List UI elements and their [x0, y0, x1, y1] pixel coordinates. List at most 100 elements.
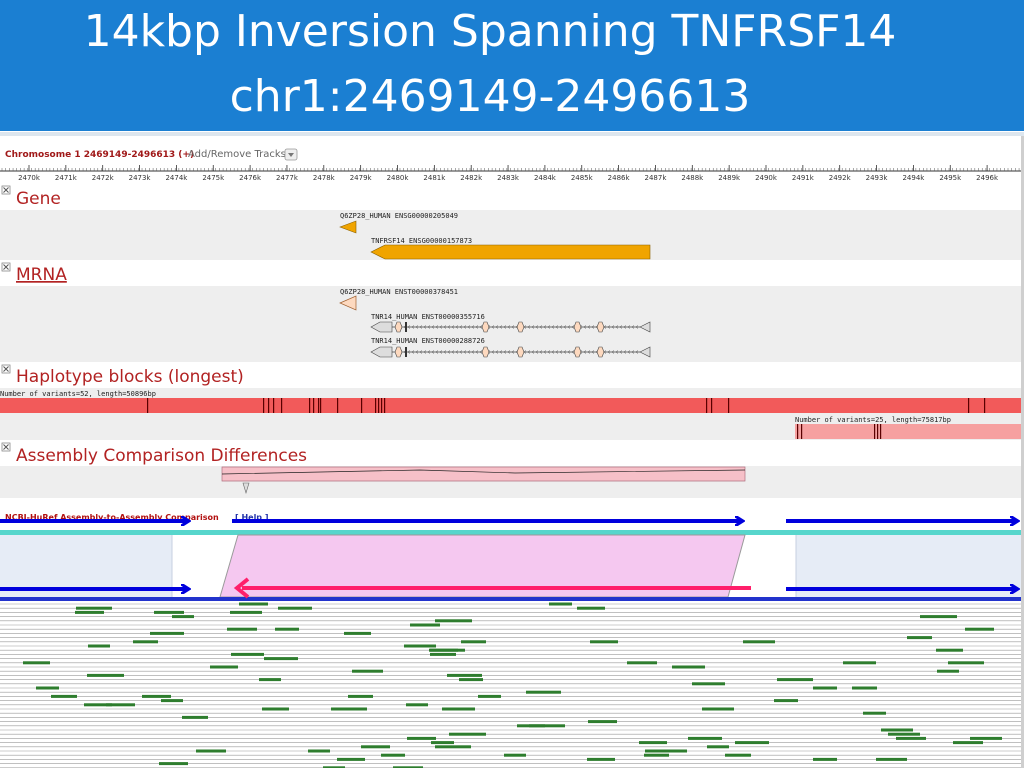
- close-icon[interactable]: [1, 185, 11, 195]
- assembly-differences-title: Assembly Comparison Differences: [16, 446, 307, 466]
- mrna-feature-label: TNR14_HUMAN ENST00000355716: [371, 313, 485, 321]
- aligned-block-left: [0, 535, 172, 597]
- mrna-track: MRNA Q6ZP28_HUMAN ENST00000378451 TNR14_…: [0, 260, 1024, 362]
- read-segment: [549, 602, 572, 606]
- read-segment: [150, 631, 184, 635]
- ruler-tick-label: 2472k: [92, 174, 115, 182]
- coordinate-ruler: 2470k 2471k 2472k 2473k 2474k 2475k 2476k 2477k…: [0, 165, 1024, 182]
- read-segment: [210, 665, 238, 669]
- read-segment: [106, 703, 135, 707]
- haplotype-track-title: Haplotype blocks (longest): [16, 367, 244, 387]
- variant-marks: [797, 424, 882, 439]
- gene-feature-q6zp28[interactable]: [339, 220, 357, 234]
- ruler-tick-label: 2471k: [55, 174, 78, 182]
- read-segment: [852, 686, 877, 690]
- mrna-feature-label: Q6ZP28_HUMAN ENST00000378451: [340, 288, 458, 296]
- read-segment: [352, 669, 383, 673]
- exon: [639, 321, 651, 333]
- read-segment: [142, 694, 171, 698]
- mrna-transcript-288726[interactable]: [370, 346, 651, 358]
- mrna-transcript-355716[interactable]: [370, 321, 651, 333]
- read-segment: [517, 724, 545, 728]
- read-segment: [707, 745, 729, 749]
- read-segment: [87, 673, 124, 677]
- exon: [596, 321, 605, 333]
- exon: [573, 346, 582, 358]
- read-segment: [435, 745, 471, 749]
- ruler-tick-label: 2477k: [276, 174, 299, 182]
- ruler-tick-label: 2488k: [681, 174, 704, 182]
- read-segment: [407, 736, 436, 740]
- read-segment: [461, 640, 486, 644]
- aligned-block-right: [796, 535, 1024, 597]
- ruler-tick-label: 2480k: [387, 174, 410, 182]
- ruler-tick-label: 2493k: [866, 174, 889, 182]
- haplotype-track: Haplotype blocks (longest) Number of var…: [0, 362, 1024, 440]
- read-segment: [323, 766, 345, 768]
- close-icon[interactable]: [1, 442, 11, 452]
- comparison-title: NCBI-HuRef Assembly-to-Assembly Comparis…: [5, 513, 219, 522]
- query-assembly-bar: [0, 597, 1024, 601]
- read-segment: [381, 753, 405, 757]
- read-segment: [907, 636, 932, 640]
- gene-track-title: Gene: [16, 189, 61, 209]
- read-segment: [259, 678, 281, 682]
- read-segment: [953, 741, 983, 745]
- gene-feature-tnfrsf14[interactable]: [370, 244, 651, 260]
- ruler-tick-label: 2483k: [497, 174, 520, 182]
- read-segment: [504, 753, 526, 757]
- read-segment: [182, 715, 208, 719]
- read-segment: [430, 648, 465, 652]
- exon: [394, 346, 403, 358]
- ruler-tick-label: 2489k: [718, 174, 741, 182]
- read-segment: [692, 682, 725, 686]
- exon: [639, 346, 651, 358]
- read-segment: [526, 690, 561, 694]
- read-segment: [672, 665, 705, 669]
- panel-top-border: [0, 132, 1024, 136]
- read-segment: [331, 707, 367, 711]
- assembly-difference-feature[interactable]: [221, 466, 746, 482]
- mrna-feature-q6zp28[interactable]: [339, 295, 357, 311]
- read-segment: [76, 606, 112, 610]
- gene-feature-label: Q6ZP28_HUMAN ENSG00000205049: [340, 212, 458, 220]
- read-segment: [936, 648, 963, 652]
- read-segment: [876, 757, 907, 761]
- read-segment: [896, 736, 926, 740]
- read-segment: [774, 699, 798, 703]
- haplotype-block-1[interactable]: [0, 398, 1024, 413]
- read-segment: [577, 606, 605, 610]
- read-segment: [777, 678, 813, 682]
- read-segment: [404, 644, 436, 648]
- close-icon[interactable]: [1, 262, 11, 272]
- mrna-track-title[interactable]: MRNA: [16, 265, 67, 285]
- assembly-differences-track: Assembly Comparison Differences: [0, 440, 1024, 498]
- read-segment: [813, 686, 837, 690]
- read-segment: [159, 762, 188, 766]
- read-segment: [970, 736, 1002, 740]
- variant-marks: [147, 398, 986, 413]
- read-segment: [161, 699, 183, 703]
- help-link[interactable]: [ Help ]: [235, 513, 268, 522]
- add-remove-tracks-button[interactable]: Add/Remove Tracks: [188, 149, 286, 160]
- gene-feature-label: TNFRSF14 ENSG00000157873: [371, 237, 472, 245]
- read-segment: [172, 615, 194, 619]
- read-segment: [239, 602, 268, 606]
- read-segment: [725, 753, 751, 757]
- read-segment: [410, 623, 440, 627]
- assembly-comparison-panel: NCBI-HuRef Assembly-to-Assembly Comparis…: [0, 498, 1024, 601]
- panel-right-border: [1021, 136, 1024, 768]
- read-segment: [308, 749, 330, 753]
- read-segment: [645, 749, 669, 753]
- read-segment: [435, 619, 472, 623]
- dropdown-icon[interactable]: [284, 148, 298, 161]
- close-icon[interactable]: [1, 364, 11, 374]
- exon: [516, 346, 525, 358]
- ruler-tick-label: 2474k: [165, 174, 188, 182]
- haplotype-block-2[interactable]: [795, 424, 1024, 439]
- read-segment: [23, 661, 50, 665]
- read-segment: [154, 610, 184, 614]
- read-segment: [88, 644, 110, 648]
- read-segment: [735, 741, 769, 745]
- ruler-tick-label: 2492k: [829, 174, 852, 182]
